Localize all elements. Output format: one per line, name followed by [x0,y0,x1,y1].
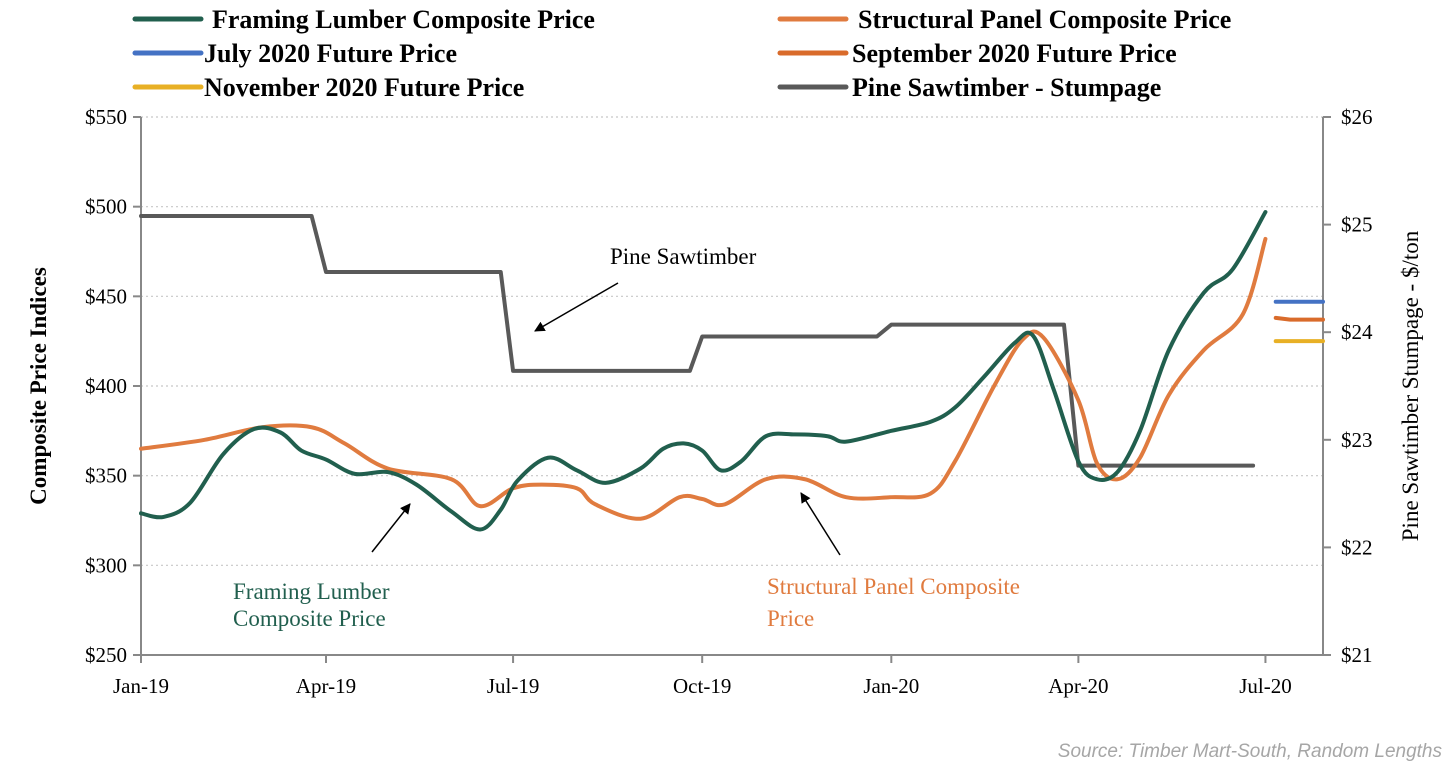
gridlines [141,116,1323,566]
y2-axis-title: Pine Sawtimber Stumpage - $/ton [1398,230,1423,541]
x-tick-label: Jul-19 [487,674,540,698]
legend: Framing Lumber Composite Price Structural… [132,5,1231,102]
y2-tick-label: $21 [1341,643,1373,667]
y-tick-label: $500 [85,195,127,219]
y-tick-label: $300 [85,553,127,577]
y-tick-label: $450 [85,284,127,308]
annotation-text: Framing Lumber [233,579,390,604]
annotation-arrow [800,492,841,556]
y-tick-label: $350 [85,464,127,488]
annotation-framing-lumber: Framing Lumber Composite Price [233,503,411,631]
legend-item-framing-lumber-composite-price: Framing Lumber Composite Price [132,5,595,34]
annotation-text: Price [767,606,814,631]
x-tick-label: Apr-20 [1048,674,1108,698]
series-lines [139,210,1325,532]
x-tick-label: Jan-19 [113,674,169,698]
legend-label: November 2020 Future Price [204,73,524,102]
legend-label: July 2020 Future Price [204,39,457,68]
y-axis-title: Composite Price Indices [26,267,51,505]
y2-tick-label: $25 [1341,213,1373,237]
x-tick-label: Jul-20 [1239,674,1292,698]
x-tick-label: Oct-19 [673,674,731,698]
legend-label: Framing Lumber Composite Price [212,5,595,34]
series-line-structural-panel-composite-price [139,236,1268,521]
source-note: Source: Timber Mart-South, Random Length… [1058,741,1443,762]
legend-item-structural-panel-composite-price: Structural Panel Composite Price [777,5,1231,34]
legend-item-july-2020-future-price: July 2020 Future Price [132,39,457,68]
legend-label: Structural Panel Composite Price [858,5,1231,34]
x-tick-label: Apr-19 [296,674,356,698]
y2-tick-label: $24 [1341,320,1373,344]
series-line-september-2020-future-price [1273,315,1325,322]
annotation-text: Pine Sawtimber [610,244,757,269]
y-tick-label: $400 [85,374,127,398]
annotation-text: Composite Price [233,606,386,631]
y2-tick-label: $26 [1341,105,1373,129]
annotation-text: Structural Panel Composite [767,574,1020,599]
series-line-pine-sawtimber-stumpage [139,213,1256,468]
legend-label: September 2020 Future Price [852,39,1177,68]
annotation-arrow [534,282,619,332]
y2-tick-label: $22 [1341,535,1373,559]
y-tick-label: $250 [85,643,127,667]
annotation-structural-panel: Structural Panel Composite Price [767,492,1020,631]
x-tick-label: Jan-20 [863,674,919,698]
annotation-arrow [371,503,411,553]
legend-item-november-2020-future-price: November 2020 Future Price [132,73,524,102]
legend-item-pine-sawtimber-stumpage: Pine Sawtimber - Stumpage [777,73,1161,102]
legend-label: Pine Sawtimber - Stumpage [852,73,1161,102]
axes: $250 $300 $350 $400 $450 $500 $550 $21 $22 $23 $24… [85,105,1373,698]
y-tick-label: $550 [85,105,127,129]
series-line-framing-lumber-composite-price [139,210,1268,532]
annotation-pine-sawtimber: Pine Sawtimber [534,244,757,332]
legend-item-september-2020-future-price: September 2020 Future Price [777,39,1177,68]
y2-tick-label: $23 [1341,428,1373,452]
